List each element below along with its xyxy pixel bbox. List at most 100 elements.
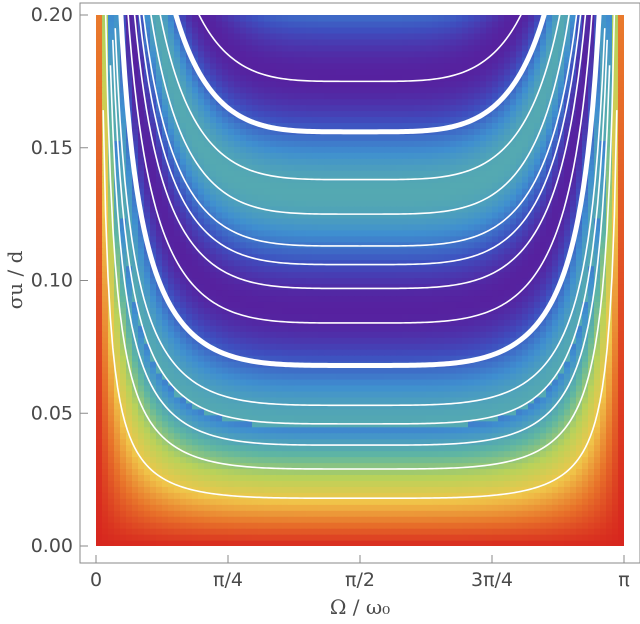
- heatmap-cell: [348, 486, 355, 493]
- heatmap-cell: [102, 420, 109, 428]
- heatmap-cell: [462, 277, 469, 285]
- heatmap-cell: [324, 444, 331, 452]
- heatmap-cell: [252, 414, 259, 422]
- heatmap-cell: [462, 378, 469, 386]
- heatmap-cell: [234, 253, 241, 261]
- heatmap-cell: [222, 534, 229, 541]
- heatmap-cell: [306, 510, 313, 517]
- heatmap-cell: [354, 528, 361, 535]
- heatmap-cell: [522, 432, 529, 440]
- heatmap-cell: [438, 367, 445, 374]
- heatmap-cell: [198, 265, 205, 273]
- heatmap-cell: [306, 462, 313, 470]
- heatmap-cell: [162, 462, 169, 470]
- heatmap-cell: [150, 331, 157, 338]
- heatmap-cell: [312, 456, 319, 464]
- heatmap-cell: [390, 528, 397, 535]
- heatmap-cell: [420, 313, 427, 320]
- heatmap-cell: [498, 420, 505, 428]
- heatmap-cell: [474, 205, 481, 213]
- heatmap-cell: [372, 438, 379, 446]
- heatmap-cell: [270, 498, 277, 505]
- heatmap-cell: [558, 498, 565, 505]
- heatmap-cell: [300, 331, 307, 338]
- heatmap-cell: [252, 211, 259, 219]
- heatmap-cell: [504, 534, 511, 541]
- heatmap-cell: [282, 540, 289, 546]
- heatmap-cell: [384, 384, 391, 392]
- heatmap-cell: [534, 372, 541, 380]
- heatmap-cell: [540, 223, 547, 231]
- heatmap-cell: [222, 402, 229, 410]
- heatmap-cell: [480, 522, 487, 529]
- heatmap-cell: [534, 271, 541, 279]
- heatmap-cell: [456, 528, 463, 535]
- heatmap-cell: [222, 367, 229, 374]
- heatmap-cell: [222, 277, 229, 285]
- heatmap-cell: [414, 307, 421, 314]
- heatmap-cell: [258, 378, 265, 386]
- heatmap-cell: [318, 396, 325, 404]
- heatmap-cell: [204, 313, 211, 320]
- heatmap-cell: [486, 259, 493, 267]
- heatmap-cell: [456, 372, 463, 380]
- heatmap-cell: [228, 420, 235, 428]
- heatmap-cell: [198, 325, 205, 332]
- heatmap-cell: [180, 235, 187, 243]
- heatmap-cell: [588, 319, 595, 326]
- heatmap-cell: [264, 307, 271, 314]
- heatmap-cell: [324, 367, 331, 374]
- heatmap-cell: [180, 408, 187, 416]
- heatmap-cell: [618, 295, 624, 302]
- heatmap-cell: [510, 361, 517, 368]
- heatmap-cell: [504, 540, 511, 546]
- heatmap-cell: [270, 271, 277, 279]
- heatmap-cell: [486, 384, 493, 392]
- heatmap-cell: [270, 319, 277, 326]
- heatmap-cell: [396, 438, 403, 446]
- heatmap-cell: [234, 217, 241, 225]
- heatmap-cell: [246, 265, 253, 273]
- heatmap-cell: [324, 235, 331, 243]
- heatmap-cell: [456, 480, 463, 487]
- heatmap-cell: [510, 378, 517, 386]
- heatmap-cell: [264, 211, 271, 219]
- heatmap-cell: [384, 432, 391, 440]
- heatmap-cell: [240, 247, 247, 255]
- heatmap-cell: [336, 384, 343, 392]
- heatmap-cell: [144, 277, 151, 285]
- heatmap-cell: [264, 438, 271, 446]
- heatmap-cell: [306, 378, 313, 386]
- heatmap-cell: [606, 462, 613, 470]
- heatmap-cell: [108, 456, 115, 464]
- heatmap-cell: [438, 319, 445, 326]
- heatmap-cell: [216, 235, 223, 243]
- heatmap-cell: [114, 235, 121, 243]
- heatmap-cell: [582, 241, 589, 249]
- heatmap-cell: [102, 367, 109, 374]
- heatmap-cell: [360, 426, 367, 434]
- heatmap-cell: [420, 492, 427, 499]
- heatmap-cell: [174, 331, 181, 338]
- heatmap-cell: [378, 289, 385, 297]
- heatmap-cell: [390, 247, 397, 255]
- heatmap-cell: [612, 432, 619, 440]
- heatmap-cell: [342, 510, 349, 517]
- heatmap-cell: [558, 241, 565, 249]
- heatmap-cell: [126, 337, 133, 344]
- heatmap-cell: [168, 456, 175, 464]
- heatmap-cell: [372, 349, 379, 356]
- heatmap-cell: [138, 295, 145, 302]
- heatmap-cell: [498, 283, 505, 291]
- heatmap-cell: [234, 235, 241, 243]
- heatmap-cell: [198, 247, 205, 255]
- heatmap-cell: [156, 319, 163, 326]
- heatmap-cell: [114, 438, 121, 446]
- heatmap-cell: [552, 456, 559, 464]
- heatmap-cell: [192, 211, 199, 219]
- heatmap-cell: [234, 205, 241, 213]
- heatmap-cell: [318, 355, 325, 362]
- heatmap-cell: [438, 450, 445, 458]
- heatmap-cell: [132, 414, 139, 422]
- heatmap-cell: [414, 289, 421, 297]
